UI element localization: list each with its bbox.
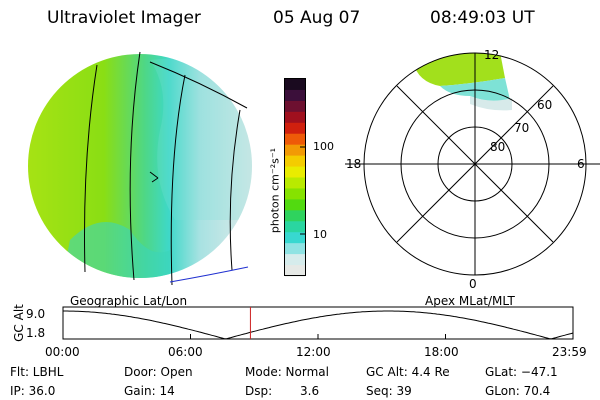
latitude-line: [149, 61, 248, 109]
colorbar-segment: [285, 155, 305, 168]
colorbar-segment: [285, 89, 305, 102]
meridian-line: [229, 109, 241, 271]
colorbar-segment: [285, 144, 305, 157]
colorbar-segment: [285, 210, 305, 222]
altitude-curve: [63, 310, 574, 340]
mlt-label-6: 6: [577, 157, 585, 171]
seq-readout: Seq: 39: [366, 384, 412, 398]
altitude-xtick-2: 12:00: [296, 345, 331, 359]
colorbar-segment: [285, 166, 305, 178]
mode-readout: Mode: Normal: [245, 365, 329, 379]
door-readout: Door: Open: [124, 365, 193, 379]
colorbar-segment: [285, 122, 305, 135]
glat-readout: GLat: −47.1: [485, 365, 558, 379]
colorbar-segment: [285, 243, 305, 255]
colorbar-segment: [285, 188, 305, 200]
mlt-label-18: 18: [346, 157, 362, 171]
mlt-label-0: 0: [469, 277, 477, 291]
colorbar-segment: [285, 177, 305, 189]
instrument-title: Ultraviolet Imager: [47, 8, 201, 28]
altitude-xtick-1: 06:00: [168, 345, 203, 359]
apex-caption: Apex MLat/MLT: [425, 294, 515, 308]
meridian-line: [170, 74, 186, 286]
lat-label-80: 80: [490, 140, 506, 154]
mlt-label-12: 12: [484, 48, 500, 62]
glon-readout: GLon: 70.4: [485, 384, 551, 398]
altitude-xtick-0: 00:00: [45, 345, 80, 359]
lat-label-60: 60: [537, 98, 553, 112]
lat-label-70: 70: [514, 121, 530, 135]
gain-readout: Gain: 14: [124, 384, 175, 398]
altitude-xtick-4: 23:59: [552, 345, 587, 359]
colorbar-tick-10: 10: [313, 228, 327, 241]
colorbar-segment: [285, 254, 305, 266]
colorbar-segment: [285, 100, 305, 113]
ip-readout: IP: 36.0: [10, 384, 56, 398]
colorbar-segment: [285, 111, 305, 124]
altitude-ytick-top: 9.0: [26, 307, 46, 321]
geographic-caption: Geographic Lat/Lon: [70, 294, 188, 308]
filter-readout: Flt: LBHL: [10, 365, 64, 379]
gc-alt-readout: GC Alt: 4.4 Re: [366, 365, 450, 379]
altitude-ylabel: GC Alt: [12, 304, 26, 342]
colorbar-segment: [285, 221, 305, 233]
observation-time: 08:49:03 UT: [430, 8, 535, 28]
colorbar-segment: [285, 133, 305, 146]
coastline: [169, 266, 249, 283]
observation-date: 05 Aug 07: [273, 8, 361, 28]
colorbar-segment: [285, 232, 305, 244]
colorbar-segment: [285, 79, 305, 91]
colorbar: [284, 78, 306, 277]
colorbar-segment: [285, 199, 305, 211]
dsp-label: Dsp:: [245, 384, 273, 398]
dsp-value: 3.6: [300, 384, 320, 398]
sun-direction-marker: [149, 171, 159, 183]
meridian-line: [129, 51, 141, 281]
altitude-xtick-3: 18:00: [424, 345, 459, 359]
colorbar-segment: [285, 265, 305, 277]
colorbar-tick-100: 100: [313, 140, 334, 153]
altitude-ytick-bottom: 1.8: [26, 326, 46, 340]
meridian-line: [84, 64, 98, 273]
